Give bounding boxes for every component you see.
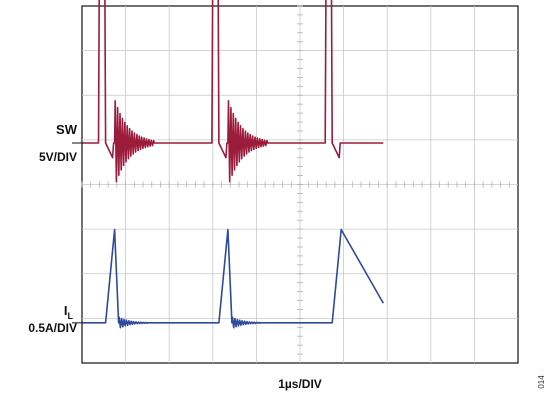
figure-id: 014 (537, 375, 546, 389)
x-axis-label: 1µs/DIV (278, 377, 322, 391)
sw-trace-label: SW (56, 122, 78, 137)
il-trace-label: IL (64, 303, 74, 321)
sw-scale-label: 5V/DIV (39, 150, 77, 164)
il-trace (82, 228, 384, 329)
grid (81, 5, 518, 363)
sw-trace (82, 0, 384, 183)
traces (72, 0, 384, 329)
il-scale-label: 0.5A/DIV (28, 321, 77, 335)
